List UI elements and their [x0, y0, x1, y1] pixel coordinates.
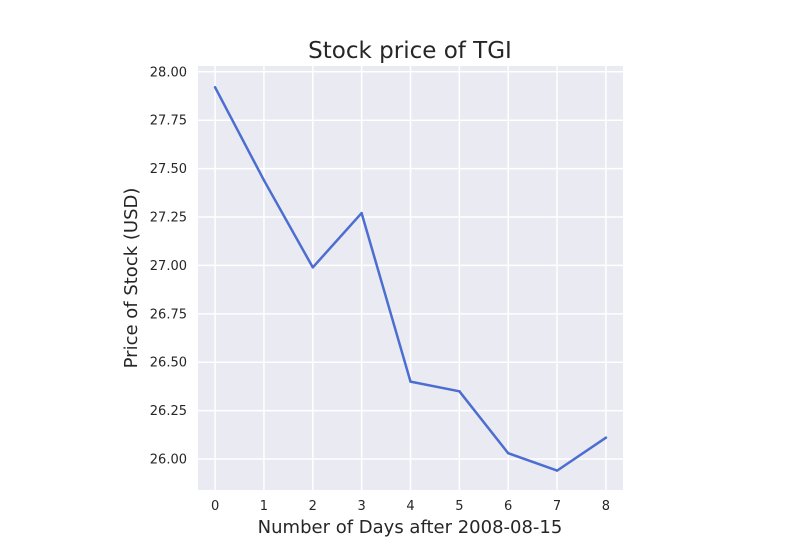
x-tick-label: 5 — [455, 499, 463, 514]
x-tick-label: 4 — [406, 499, 414, 514]
x-tick-label: 2 — [309, 499, 317, 514]
data-point — [555, 469, 559, 472]
grid-lines — [198, 66, 623, 490]
data-point — [213, 86, 217, 89]
data-point — [311, 266, 314, 269]
y-tick-label: 28.00 — [150, 65, 187, 80]
x-tick-label: 1 — [260, 499, 268, 514]
y-tick-label: 26.50 — [150, 356, 187, 371]
x-tick-labels: 0 1 2 3 4 5 6 7 8 — [211, 499, 610, 514]
y-tick-label: 27.00 — [150, 259, 187, 274]
x-tick-label: 7 — [553, 499, 561, 514]
data-point — [604, 436, 608, 439]
y-tick-label: 27.25 — [150, 211, 187, 226]
y-tick-label: 26.75 — [150, 307, 187, 322]
series-layer — [213, 86, 608, 472]
x-tick-label: 0 — [211, 499, 219, 514]
chart-title: Stock price of TGI — [308, 38, 512, 64]
data-point — [507, 452, 510, 455]
y-tick-labels: 26.00 26.25 26.50 26.75 27.00 27.25 27.50 27.75… — [150, 65, 187, 467]
y-tick-label: 26.25 — [150, 404, 187, 419]
y-tick-label: 26.00 — [150, 453, 187, 468]
x-tick-label: 3 — [358, 499, 366, 514]
data-point — [360, 211, 363, 215]
y-tick-label: 27.75 — [150, 114, 187, 129]
x-tick-label: 6 — [504, 499, 512, 514]
data-point — [458, 390, 461, 393]
y-axis-title: Price of Stock (USD) — [121, 188, 142, 369]
data-point — [262, 179, 266, 182]
x-tick-label: 8 — [602, 499, 610, 514]
data-point — [409, 380, 412, 383]
x-axis-title: Number of Days after 2008-08-15 — [258, 517, 563, 538]
y-tick-label: 27.50 — [150, 162, 187, 177]
